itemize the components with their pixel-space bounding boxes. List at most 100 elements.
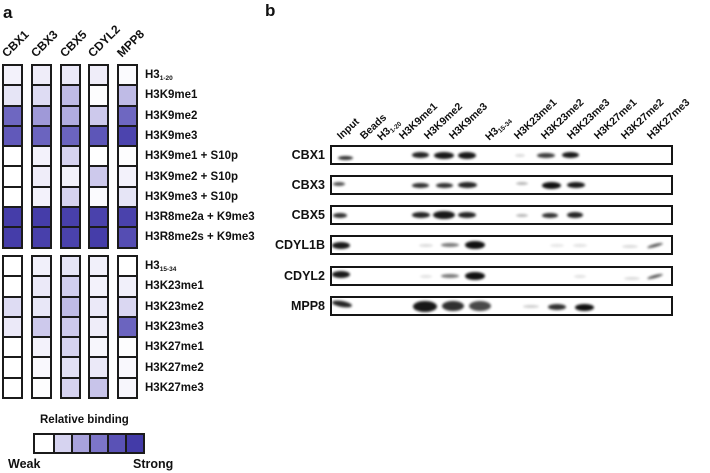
heatmap-row-label: H3K9me1 [145,88,197,102]
heatmap-column-mpp8 [117,255,139,400]
heatmap-cell [119,275,137,296]
heatmap-cell [90,226,108,247]
blot-row-label: CBX5 [291,208,325,222]
heatmap-cell [32,376,50,398]
blot-band [516,181,528,185]
blot-band [441,274,459,278]
blot-band [433,211,455,219]
blot-band [442,301,464,311]
blot-band [420,274,432,278]
heatmap-cell [61,165,79,186]
heatmap-cell [4,165,21,186]
heatmap-cell [32,257,50,276]
heatmap-column-cbx5 [59,64,81,249]
heatmap-cell [119,356,137,377]
legend-swatch [53,435,71,452]
blot-strip [330,205,673,225]
heatmap-column-cbx3 [30,255,52,400]
column-header-cbx3: CBX3 [27,27,61,60]
row-label-text: H3K27me3 [145,381,204,394]
heatmap-cell [4,66,21,85]
heatmap-cell [32,66,50,85]
heatmap-cell [90,315,108,337]
heatmap-cell [119,185,137,207]
heatmap-row-label: H31-20 [145,68,173,86]
row-label-text: H3K9me3 + S10p [145,190,239,203]
blot-row-label: CDYL2 [284,269,325,283]
heatmap-row-label: H3K23me3 [145,320,204,334]
blot-band [567,212,583,218]
heatmap-cell [119,257,137,276]
row-label-text: H3K9me1 [145,89,198,102]
heatmap-cell [90,356,108,377]
blot-band [434,151,454,159]
heatmap-cell [61,295,79,316]
blot-row-label: CDYL1B [274,238,325,252]
row-label-text: H3K27me1 [145,341,204,354]
heatmap-cell [4,336,21,357]
heatmap-cell [4,84,21,105]
heatmap-cell [4,275,21,296]
blot-band [458,212,476,218]
blot-band [337,156,353,160]
row-label-text: H3K9me3 [145,129,198,142]
blot-band [333,182,345,186]
heatmap-cell [61,376,79,398]
heatmap-cell [119,104,137,125]
heatmap-cell [4,376,21,398]
blot-band [567,182,585,188]
legend-high-label: Strong [133,457,174,471]
heatmap-cell [90,275,108,296]
panel-label-b: b [265,1,276,20]
heatmap-cell [119,145,137,166]
row-label-text: H3K9me2 + S10p [145,170,239,183]
row-label-text: H3R8me2a + K9me3 [145,211,255,224]
blot-band [515,153,525,157]
blot-band [561,152,579,158]
blot-band [542,212,558,218]
heatmap-cell [119,336,137,357]
blot-band [624,276,640,280]
legend-swatch [35,435,53,452]
heatmap-cell [61,66,79,85]
heatmap-cell [119,226,137,247]
heatmap-row-label: H3R8me2a + K9me3 [145,210,255,224]
blot-band [332,299,353,309]
blot-band [411,182,429,188]
heatmap-column-cbx1 [2,64,23,249]
lane-label-text: Input [334,115,362,142]
heatmap-row-label: H3K9me2 + S10p [145,170,238,184]
blot-band [573,243,587,247]
blot-strip [330,145,673,165]
row-label-text: H3 [145,69,160,81]
row-label-text: H3 [145,260,160,272]
blot-band [332,241,350,249]
heatmap-cell [90,257,108,276]
blot-band [550,243,564,247]
heatmap-cell [119,315,137,337]
blot-band [574,274,586,278]
blot-band [646,241,664,249]
heatmap-cell [119,376,137,398]
row-label-subscript: 15-34 [159,266,177,273]
column-header-cbx1: CBX1 [0,27,32,60]
blot-band [622,244,638,248]
heatmap-column-cdyl2 [88,64,110,249]
heatmap-cell [119,66,137,85]
heatmap-cell [119,206,137,227]
blot-band [411,152,429,158]
legend-low-label: Weak [8,457,41,471]
heatmap-cell [32,336,50,357]
row-label-text: H3K9me2 [145,109,198,122]
heatmap-row-label: H3R8me2s + K9me3 [145,230,255,244]
heatmap-column-cbx5 [59,255,81,400]
heatmap-cell [32,226,50,247]
blot-band [458,151,476,159]
heatmap-cell [32,84,50,105]
heatmap-row-label: H3K9me1 + S10p [145,149,238,163]
legend-swatch [125,435,143,452]
blot-band [333,212,347,218]
heatmap-cell [32,315,50,337]
heatmap-cell [4,356,21,377]
heatmap-cell [4,206,21,227]
